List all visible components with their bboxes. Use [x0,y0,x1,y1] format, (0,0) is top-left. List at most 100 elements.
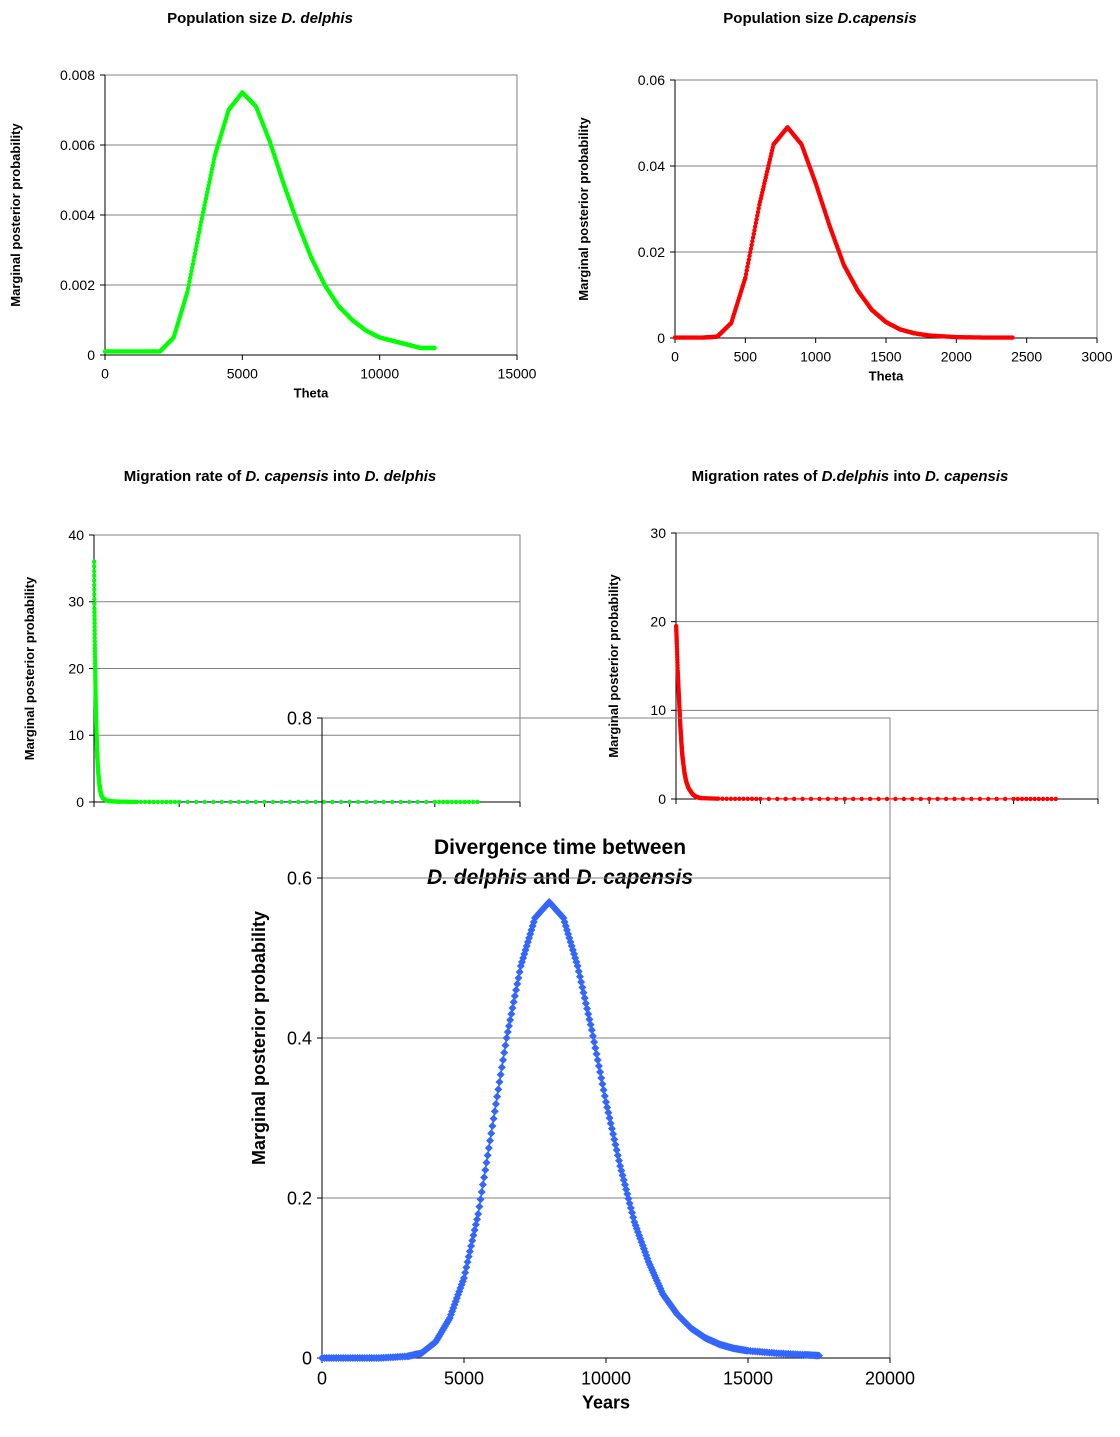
data-point [486,1136,495,1145]
chart-title: Population size D.capensis [650,10,990,27]
data-point [600,1092,609,1100]
data-point [724,796,729,801]
data-point [138,799,144,805]
data-point [503,1028,512,1036]
data-point [607,1124,616,1133]
data-point [164,799,169,805]
data-point [211,159,216,165]
data-point [611,1140,620,1149]
data-point [92,596,97,602]
data-point [209,169,214,175]
data-point [441,799,446,805]
data-point [578,983,587,992]
data-point [189,268,194,274]
data-point [461,1268,470,1277]
data-point [201,206,207,211]
data-point [458,1277,467,1286]
x-tick-label: 3000 [1081,349,1112,365]
data-point [134,799,139,805]
title-segment: D. delphis [364,468,437,485]
data-point [606,1119,615,1128]
data-point [834,796,839,802]
series-markers [318,898,823,1362]
data-point [751,231,756,237]
data-point [749,242,754,248]
data-point [475,1202,484,1211]
data-point [994,796,999,802]
data-point [185,799,190,805]
data-point [467,1242,476,1250]
data-point [506,1016,515,1024]
data-point [597,1074,606,1082]
data-point [716,796,721,801]
data-point [800,796,805,802]
data-point [449,799,455,805]
data-point [482,1158,491,1167]
data-point [487,1129,496,1138]
data-point [613,1151,622,1160]
data-point [639,1244,648,1253]
data-point [720,796,725,801]
data-point [884,796,890,802]
data-point [745,796,750,802]
data-point [477,1188,486,1196]
x-axis-label: Years [582,1393,630,1413]
data-point [579,988,588,997]
x-tick-label: 20000 [865,1369,915,1389]
data-point [577,978,586,986]
data-point [603,1103,612,1112]
x-tick-label: 5000 [444,1369,484,1389]
data-point [186,282,191,288]
data-point [1002,796,1008,802]
data-point [198,219,204,225]
data-point [92,617,97,622]
data-point [1010,335,1015,340]
data-point [741,796,746,802]
data-point [598,1080,607,1088]
data-point [460,1274,468,1282]
data-point [748,246,754,251]
data-point [202,799,207,805]
data-point [636,1234,645,1243]
data-point [602,1098,610,1106]
data-point [750,235,756,240]
data-point [185,289,190,295]
data-point [508,1004,517,1012]
data-point [592,1050,601,1058]
data-point [190,261,196,267]
data-point [490,1107,499,1116]
data-point [744,268,749,273]
data-point [499,1056,508,1064]
data-point [728,796,734,801]
data-point [92,631,97,637]
y-tick-label: 0.8 [287,708,312,728]
data-point [745,264,750,270]
data-point [236,799,242,805]
data-point [398,799,403,805]
data-point [605,1114,614,1122]
data-point [432,345,437,351]
data-point [573,962,582,970]
data-point [585,1015,594,1024]
data-point [448,1307,457,1316]
data-point [470,799,476,805]
data-point [1053,796,1058,802]
y-tick-label: 0.002 [60,277,95,293]
data-point [481,1166,490,1174]
data-point [775,796,780,802]
x-axis-label: Theta [294,386,329,401]
y-tick-label: 0.004 [60,207,95,223]
chart-title-line1: Divergence time between [433,836,687,859]
data-point [172,799,178,805]
data-point [147,799,152,805]
title-segment: into [328,468,365,485]
data-point [190,265,195,270]
data-point [1032,796,1037,802]
data-point [1028,796,1033,802]
data-point [196,230,202,235]
title-segment: Migration rate of [123,468,246,485]
data-point [279,799,284,805]
y-tick-label: 0.008 [60,67,95,83]
data-point [480,1173,489,1182]
data-point [587,1026,596,1034]
